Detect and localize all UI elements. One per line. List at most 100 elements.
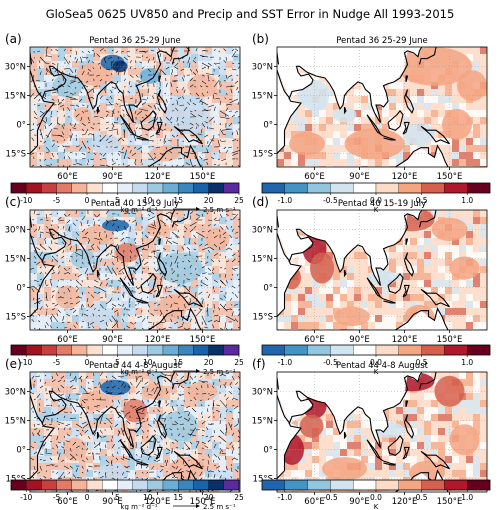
field-cell: [72, 266, 79, 273]
wind-vector: [60, 296, 65, 299]
wind-vector: [189, 152, 195, 155]
field-cell: [459, 245, 466, 252]
field-cell: [79, 159, 86, 166]
field-cell: [135, 145, 142, 152]
field-cell: [473, 152, 480, 159]
wind-vector: [194, 56, 197, 60]
field-anomaly: [76, 62, 113, 86]
field-cell: [135, 159, 142, 166]
wind-vector: [165, 447, 171, 452]
field-cell: [480, 61, 487, 68]
wind-vector: [62, 107, 65, 112]
field-cell: [65, 435, 72, 442]
field-cell: [198, 442, 205, 449]
field-cell: [233, 231, 240, 238]
field-cell: [142, 245, 149, 252]
wind-vector: [83, 387, 89, 395]
wind-vector: [134, 68, 137, 70]
field-cell: [37, 329, 44, 330]
field-cell: [277, 238, 284, 245]
wind-vector: [99, 415, 103, 425]
wind-vector: [170, 303, 173, 308]
wind-vector: [169, 255, 173, 258]
wind-vector: [120, 458, 125, 461]
wind-vector: [39, 453, 44, 455]
field-cell: [65, 245, 72, 252]
wind-vector: [171, 471, 175, 477]
wind-vector: [127, 212, 131, 215]
field-cell: [466, 287, 473, 294]
wind-vector: [174, 62, 179, 67]
field-cell: [184, 231, 191, 238]
field-cell: [128, 124, 135, 131]
field-cell: [438, 287, 445, 294]
field-cell: [156, 435, 163, 442]
field-cell: [480, 217, 487, 224]
field-cell: [233, 400, 240, 407]
wind-vector: [203, 158, 209, 161]
field-cell: [100, 110, 107, 117]
field-cell: [93, 210, 100, 217]
field-cell: [205, 315, 212, 322]
wind-vector: [68, 471, 71, 474]
field-cell: [114, 442, 121, 449]
field-cell: [58, 428, 65, 435]
land-mask: [395, 308, 448, 330]
field-cell: [79, 47, 86, 54]
wind-vector: [201, 429, 205, 432]
field-cell: [417, 110, 424, 117]
wind-vector: [69, 327, 72, 330]
wind-vector: [224, 273, 227, 278]
wind-vector: [170, 212, 173, 215]
field-cell: [58, 315, 65, 322]
field-cell: [233, 294, 240, 301]
wind-vector: [160, 69, 167, 76]
field-cell: [170, 89, 177, 96]
field-cell: [177, 159, 184, 166]
field-cell: [205, 421, 212, 428]
field-cell: [58, 117, 65, 124]
field-cell: [72, 124, 79, 131]
wind-vector: [121, 427, 125, 437]
wind-vector: [168, 411, 173, 415]
wind-vector: [129, 249, 133, 254]
wind-vector: [81, 399, 86, 404]
wind-vector: [30, 457, 35, 461]
field-cell: [284, 329, 291, 330]
wind-vector: [150, 49, 155, 52]
field-cell: [135, 47, 142, 54]
lon-tick-label: 90°E: [349, 172, 369, 182]
wind-vector: [134, 321, 137, 325]
wind-vector: [135, 417, 141, 420]
wind-vector: [229, 234, 233, 239]
field-cell: [149, 407, 156, 414]
field-cell: [114, 266, 121, 273]
wind-vector: [45, 164, 51, 167]
wind-vector: [169, 428, 173, 431]
wind-vector: [231, 285, 236, 289]
field-cell: [205, 435, 212, 442]
wind-vector: [111, 385, 116, 389]
wind-vector: [61, 98, 65, 102]
field-cell: [291, 329, 298, 330]
wind-vector: [189, 237, 191, 243]
field-cell: [44, 96, 51, 103]
wind-vector: [69, 227, 71, 233]
wind-vector: [230, 225, 233, 229]
field-cell: [191, 138, 198, 145]
field-cell: [305, 287, 312, 294]
wind-vector: [195, 259, 198, 263]
coastline: [156, 252, 168, 277]
wind-vector: [145, 465, 149, 469]
field-cell: [44, 117, 51, 124]
wind-vector: [111, 223, 115, 227]
wind-vector: [45, 284, 49, 287]
field-cell: [86, 414, 93, 421]
field-cell: [107, 238, 114, 245]
lon-tick-label: 60°E: [304, 335, 324, 345]
field-cell: [30, 491, 37, 492]
wind-vector: [201, 447, 204, 450]
wind-vector: [189, 77, 194, 82]
wind-vector: [177, 416, 183, 419]
wind-vector: [158, 48, 161, 52]
